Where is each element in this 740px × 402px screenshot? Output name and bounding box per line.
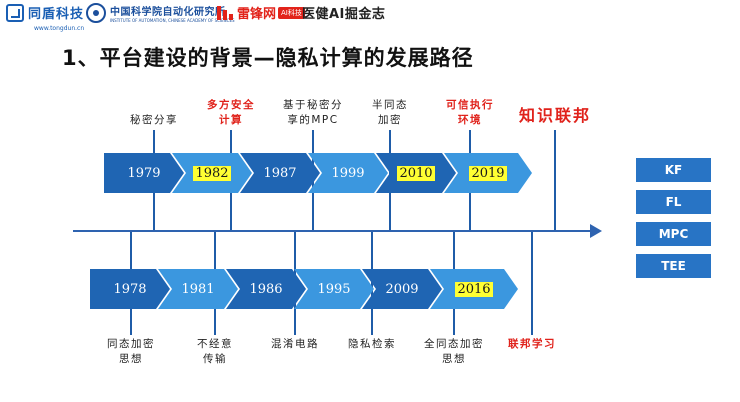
cas-emblem-icon [86, 3, 106, 23]
top-timeline-label-line1: 知识联邦 [518, 106, 592, 125]
cas-name-en: INSTITUTE OF AUTOMATION, CHINESE ACADEMY… [110, 18, 235, 23]
bottom-timeline-year-1995: 1995 [317, 281, 351, 297]
top-timeline-label-line2: 计算 [219, 114, 243, 126]
bottom-timeline-label-line1: 混淆电路 [271, 338, 319, 350]
tongdun-logo: 同盾科技 www.tongdun.cn [6, 3, 85, 32]
top-timeline-chevron-2010: 2010 [376, 153, 456, 193]
top-timeline-label-1979: 秘密分享 [130, 113, 178, 128]
bottom-timeline-label-line1: 不经意 [197, 338, 233, 350]
leifeng-logo: 雷锋网 AI科技 [216, 3, 305, 22]
bottom-timeline-chevron-1995: 1995 [294, 269, 374, 309]
bottom-timeline-year-1986: 1986 [249, 281, 283, 297]
bottom-timeline-label-1986: 混淆电路 [271, 337, 319, 352]
bottom-timeline-label-2009: 全同态加密 思想 [424, 337, 484, 367]
top-timeline-year-1999: 1999 [331, 165, 365, 181]
bottom-timeline-year-1981: 1981 [181, 281, 215, 297]
bottom-timeline-chevron-1981: 1981 [158, 269, 238, 309]
top-timeline-label-line1: 可信执行 [446, 99, 494, 111]
top-timeline-year-2010: 2010 [399, 165, 433, 181]
top-timeline-label-1999: 半同态 加密 [372, 98, 408, 128]
top-timeline-chevron-1987: 1987 [240, 153, 320, 193]
bottom-timeline-tick [531, 231, 533, 335]
bottom-timeline-chevron-2016: 2016 [430, 269, 518, 309]
top-timeline-chevron-1979: 1979 [104, 153, 184, 193]
side-box-kf: KF [636, 158, 711, 182]
bottom-timeline-year-2016: 2016 [457, 281, 491, 297]
top-timeline-label-1982: 多方安全 计算 [207, 98, 255, 128]
timeline-axis [73, 230, 593, 232]
slide-title: 1、平台建设的背景—隐私计算的发展路径 [62, 46, 474, 70]
yijian-logo: 医健AI掘金志 [302, 3, 385, 22]
bottom-timeline-chevron-1978: 1978 [90, 269, 170, 309]
top-timeline-label-1987: 基于秘密分享的MPC [283, 98, 343, 128]
side-box-tee: TEE [636, 254, 711, 278]
top-timeline-chevron-1982: 1982 [172, 153, 252, 193]
top-timeline-chevron-1999: 1999 [308, 153, 388, 193]
leifeng-bars-icon [216, 4, 234, 22]
top-timeline-year-1987: 1987 [263, 165, 297, 181]
bottom-timeline-label-line1: 同态加密 [107, 338, 155, 350]
bottom-timeline-label-line2: 思想 [119, 353, 143, 365]
bottom-timeline: 1978 1981 1986 1995 2009 2016 [90, 269, 518, 309]
side-box-mpc: MPC [636, 222, 711, 246]
top-timeline-tick [554, 130, 556, 230]
cas-name: 中国科学院自动化研究所 [110, 7, 226, 18]
bottom-timeline-label-2016: 联邦学习 [508, 337, 556, 352]
bottom-timeline-label-1978: 同态加密 思想 [107, 337, 155, 367]
tongdun-name: 同盾科技 [28, 7, 85, 22]
top-timeline-label-2019: 知识联邦 [518, 106, 592, 125]
side-box-fl: FL [636, 190, 711, 214]
top-timeline-label-line2: 享的MPC [287, 114, 339, 126]
bottom-timeline-chevron-2009: 2009 [362, 269, 442, 309]
bottom-timeline-year-2009: 2009 [385, 281, 419, 297]
cas-logo: 中国科学院自动化研究所 INSTITUTE OF AUTOMATION, CHI… [86, 3, 235, 23]
top-timeline-label-line1: 半同态 [372, 99, 408, 111]
yijian-name: 医健AI掘金志 [302, 7, 386, 22]
logo-bar: 同盾科技 www.tongdun.cn 中国科学院自动化研究所 INSTITUT… [0, 0, 740, 34]
axis-arrow-icon [590, 224, 602, 238]
top-timeline-year-1982: 1982 [195, 165, 229, 181]
top-timeline-label-line1: 基于秘密分 [283, 99, 343, 111]
top-timeline-label-line1: 多方安全 [207, 99, 255, 111]
bottom-timeline-chevron-1986: 1986 [226, 269, 306, 309]
top-timeline: 1979 1982 1987 1999 2010 2019 [104, 153, 532, 193]
bottom-timeline-label-1995: 隐私检索 [348, 337, 396, 352]
top-timeline-label-line2: 加密 [378, 114, 402, 126]
tongdun-logo-icon [6, 3, 24, 22]
leifeng-name: 雷锋网 [237, 7, 277, 22]
bottom-timeline-label-line1: 全同态加密 [424, 338, 484, 350]
bottom-timeline-label-line2: 传输 [203, 353, 227, 365]
top-timeline-label-line1: 秘密分享 [130, 114, 178, 126]
bottom-timeline-label-line2: 思想 [442, 353, 466, 365]
bottom-timeline-year-1978: 1978 [113, 281, 147, 297]
tongdun-url: www.tongdun.cn [34, 25, 85, 32]
leifeng-badge: AI科技 [278, 6, 305, 19]
top-timeline-year-2019: 2019 [471, 165, 505, 181]
bottom-timeline-label-line1: 隐私检索 [348, 338, 396, 350]
bottom-timeline-label-line1: 联邦学习 [508, 338, 556, 350]
bottom-timeline-label-1981: 不经意 传输 [197, 337, 233, 367]
top-timeline-label-2010: 可信执行 环境 [446, 98, 494, 128]
top-timeline-year-1979: 1979 [127, 165, 161, 181]
top-timeline-chevron-2019: 2019 [444, 153, 532, 193]
top-timeline-label-line2: 环境 [458, 114, 482, 126]
